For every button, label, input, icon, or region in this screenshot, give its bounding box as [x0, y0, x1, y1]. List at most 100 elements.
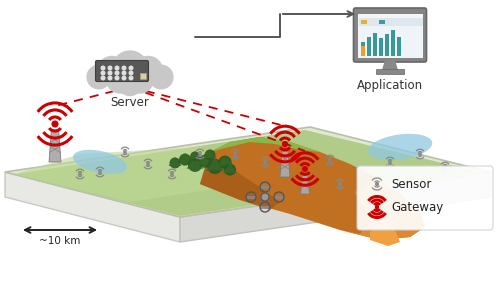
Circle shape — [282, 142, 288, 146]
Bar — [358, 18, 422, 57]
Bar — [378, 20, 384, 24]
Circle shape — [106, 66, 134, 93]
Circle shape — [124, 151, 126, 153]
Circle shape — [359, 171, 361, 173]
Bar — [366, 37, 371, 56]
Text: Server: Server — [110, 96, 150, 109]
Circle shape — [118, 72, 142, 95]
Circle shape — [115, 71, 119, 75]
Bar — [360, 41, 365, 56]
Bar — [390, 30, 395, 56]
Circle shape — [98, 56, 126, 86]
Circle shape — [108, 76, 112, 80]
Circle shape — [303, 167, 307, 171]
Circle shape — [264, 161, 266, 163]
Circle shape — [129, 66, 133, 70]
Bar — [396, 37, 401, 56]
Bar — [246, 196, 256, 199]
Circle shape — [199, 153, 201, 155]
Circle shape — [108, 71, 112, 75]
Ellipse shape — [73, 150, 127, 174]
Circle shape — [122, 71, 126, 75]
Circle shape — [170, 157, 180, 168]
Circle shape — [122, 76, 126, 80]
Circle shape — [101, 66, 105, 70]
Circle shape — [150, 65, 173, 89]
Circle shape — [134, 56, 162, 86]
Circle shape — [115, 76, 119, 80]
Polygon shape — [189, 151, 201, 159]
FancyBboxPatch shape — [96, 60, 148, 81]
Circle shape — [101, 71, 105, 75]
Circle shape — [99, 171, 101, 173]
Bar — [384, 34, 389, 56]
FancyBboxPatch shape — [354, 8, 426, 62]
Polygon shape — [223, 163, 237, 173]
FancyBboxPatch shape — [357, 166, 493, 230]
Circle shape — [79, 173, 81, 175]
Bar — [140, 73, 146, 79]
Polygon shape — [5, 172, 180, 242]
Circle shape — [87, 65, 110, 89]
Circle shape — [329, 159, 331, 161]
Bar — [378, 39, 383, 56]
Polygon shape — [186, 157, 204, 169]
Polygon shape — [200, 162, 280, 210]
Text: Gateway: Gateway — [391, 201, 444, 213]
Bar — [260, 185, 270, 189]
Circle shape — [147, 163, 149, 165]
Circle shape — [52, 121, 58, 127]
Bar — [372, 33, 377, 56]
Polygon shape — [206, 158, 224, 171]
Polygon shape — [217, 155, 233, 166]
Text: ~10 km: ~10 km — [40, 236, 80, 246]
Circle shape — [376, 206, 378, 208]
Circle shape — [129, 71, 133, 75]
Circle shape — [204, 150, 216, 161]
Circle shape — [261, 193, 269, 201]
Bar — [358, 14, 422, 58]
Polygon shape — [15, 130, 480, 216]
Circle shape — [108, 66, 112, 70]
Circle shape — [129, 76, 133, 80]
Circle shape — [198, 154, 211, 168]
Polygon shape — [382, 60, 398, 70]
Polygon shape — [15, 147, 260, 202]
Circle shape — [126, 66, 154, 93]
Polygon shape — [197, 154, 213, 165]
Circle shape — [188, 158, 202, 172]
Bar — [360, 46, 365, 56]
Text: Sensor: Sensor — [391, 178, 432, 190]
Bar — [260, 206, 270, 208]
Polygon shape — [204, 149, 216, 158]
Circle shape — [234, 153, 236, 155]
Circle shape — [179, 154, 191, 166]
Polygon shape — [49, 130, 61, 162]
Polygon shape — [300, 174, 310, 194]
Polygon shape — [210, 137, 320, 152]
Circle shape — [171, 173, 173, 175]
Bar — [274, 196, 284, 199]
Circle shape — [419, 153, 421, 155]
Ellipse shape — [368, 134, 432, 160]
Polygon shape — [280, 151, 290, 177]
Circle shape — [224, 164, 236, 176]
Bar — [376, 69, 404, 74]
Circle shape — [190, 152, 200, 161]
Polygon shape — [5, 127, 490, 217]
Circle shape — [339, 183, 341, 185]
Circle shape — [208, 159, 222, 174]
Text: Application: Application — [357, 79, 423, 92]
Circle shape — [376, 183, 378, 185]
Circle shape — [101, 76, 105, 80]
Circle shape — [115, 66, 119, 70]
Polygon shape — [168, 157, 181, 166]
Bar — [358, 18, 422, 26]
Polygon shape — [200, 137, 425, 240]
Circle shape — [122, 66, 126, 70]
Circle shape — [218, 156, 232, 169]
Circle shape — [409, 181, 411, 183]
Polygon shape — [178, 153, 192, 163]
Bar — [360, 20, 366, 24]
Circle shape — [444, 166, 446, 168]
